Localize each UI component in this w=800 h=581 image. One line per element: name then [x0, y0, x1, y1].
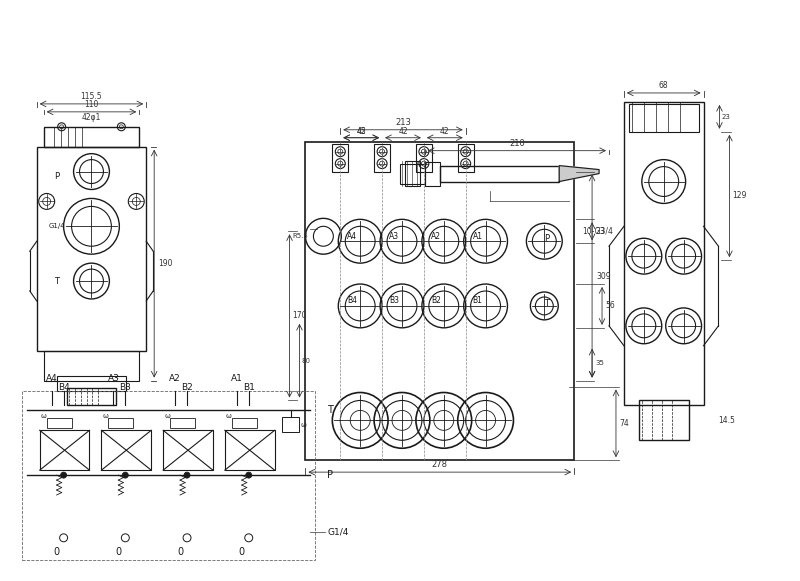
Bar	[163, 431, 213, 470]
Text: ω: ω	[164, 414, 170, 419]
Bar	[306, 142, 574, 460]
Text: B4: B4	[347, 296, 358, 306]
Text: 35: 35	[595, 360, 604, 366]
Bar	[639, 400, 689, 440]
Text: B1: B1	[242, 383, 254, 392]
Bar	[405, 160, 420, 187]
Bar	[44, 351, 139, 381]
Text: ω: ω	[102, 414, 108, 419]
Text: 278: 278	[432, 460, 448, 469]
Text: ω: ω	[41, 414, 46, 419]
Text: 0: 0	[177, 547, 183, 557]
Text: T: T	[327, 406, 334, 415]
Text: 190: 190	[158, 259, 173, 268]
Text: R5.5: R5.5	[293, 233, 308, 239]
Bar	[37, 146, 146, 351]
Text: B2: B2	[431, 296, 441, 306]
Bar	[22, 390, 315, 560]
Bar	[170, 418, 195, 428]
Text: A3: A3	[107, 374, 119, 383]
Bar	[66, 388, 116, 406]
Text: 74: 74	[619, 419, 629, 428]
Text: G1/4: G1/4	[48, 223, 65, 229]
Text: 23: 23	[722, 114, 730, 120]
Text: ω: ω	[226, 414, 232, 419]
Text: 14.5: 14.5	[718, 416, 735, 425]
Bar	[282, 417, 299, 432]
Text: B1: B1	[473, 296, 482, 306]
Text: 170: 170	[293, 311, 307, 320]
Bar	[225, 431, 274, 470]
Text: 56: 56	[605, 302, 614, 310]
Text: 0: 0	[54, 547, 60, 557]
Text: A4: A4	[46, 374, 58, 383]
Text: 210: 210	[509, 139, 525, 148]
Text: 129: 129	[733, 192, 746, 200]
Bar	[629, 104, 698, 132]
Text: P: P	[54, 172, 59, 181]
Bar	[425, 162, 440, 185]
Bar	[44, 127, 139, 146]
Text: 115.5: 115.5	[81, 92, 102, 101]
Circle shape	[61, 472, 66, 478]
Text: B3: B3	[119, 383, 131, 392]
Text: T: T	[544, 299, 549, 309]
Text: B2: B2	[181, 383, 193, 392]
Text: B3: B3	[389, 296, 399, 306]
Text: 68: 68	[659, 81, 669, 90]
Text: A1: A1	[473, 232, 482, 241]
Text: ω: ω	[301, 422, 306, 428]
Circle shape	[122, 472, 128, 478]
Bar	[440, 166, 559, 181]
Text: A3: A3	[389, 232, 399, 241]
Bar	[624, 102, 703, 406]
Text: 45: 45	[356, 127, 366, 136]
Text: A1: A1	[231, 374, 242, 383]
Circle shape	[184, 472, 190, 478]
Text: 42: 42	[440, 127, 450, 136]
Bar	[332, 144, 348, 171]
Bar	[458, 144, 474, 171]
Text: 0: 0	[238, 547, 245, 557]
Bar	[57, 375, 126, 390]
Text: G1/4: G1/4	[327, 528, 349, 536]
Text: A2: A2	[431, 232, 441, 241]
Bar	[232, 418, 257, 428]
Text: 42: 42	[356, 127, 366, 136]
Text: 42: 42	[398, 127, 408, 136]
Text: 0: 0	[115, 547, 122, 557]
Bar	[400, 164, 425, 184]
Text: P: P	[544, 234, 549, 243]
Bar	[102, 431, 151, 470]
Text: 80: 80	[302, 358, 310, 364]
Bar	[109, 418, 134, 428]
Bar	[46, 418, 71, 428]
Text: 10-G3/4: 10-G3/4	[582, 227, 613, 236]
Text: A2: A2	[170, 374, 181, 383]
Polygon shape	[559, 166, 599, 181]
Bar	[416, 144, 432, 171]
Text: A4: A4	[347, 232, 358, 241]
Bar	[40, 431, 90, 470]
Text: 110: 110	[84, 100, 98, 109]
Bar	[374, 144, 390, 171]
Text: P: P	[327, 470, 334, 480]
Text: T: T	[54, 277, 59, 285]
Text: 309: 309	[596, 271, 610, 281]
Circle shape	[246, 472, 252, 478]
Text: 42φ1: 42φ1	[82, 113, 101, 123]
Text: 23: 23	[595, 227, 605, 236]
Text: B4: B4	[58, 383, 70, 392]
Text: 213: 213	[395, 118, 411, 127]
